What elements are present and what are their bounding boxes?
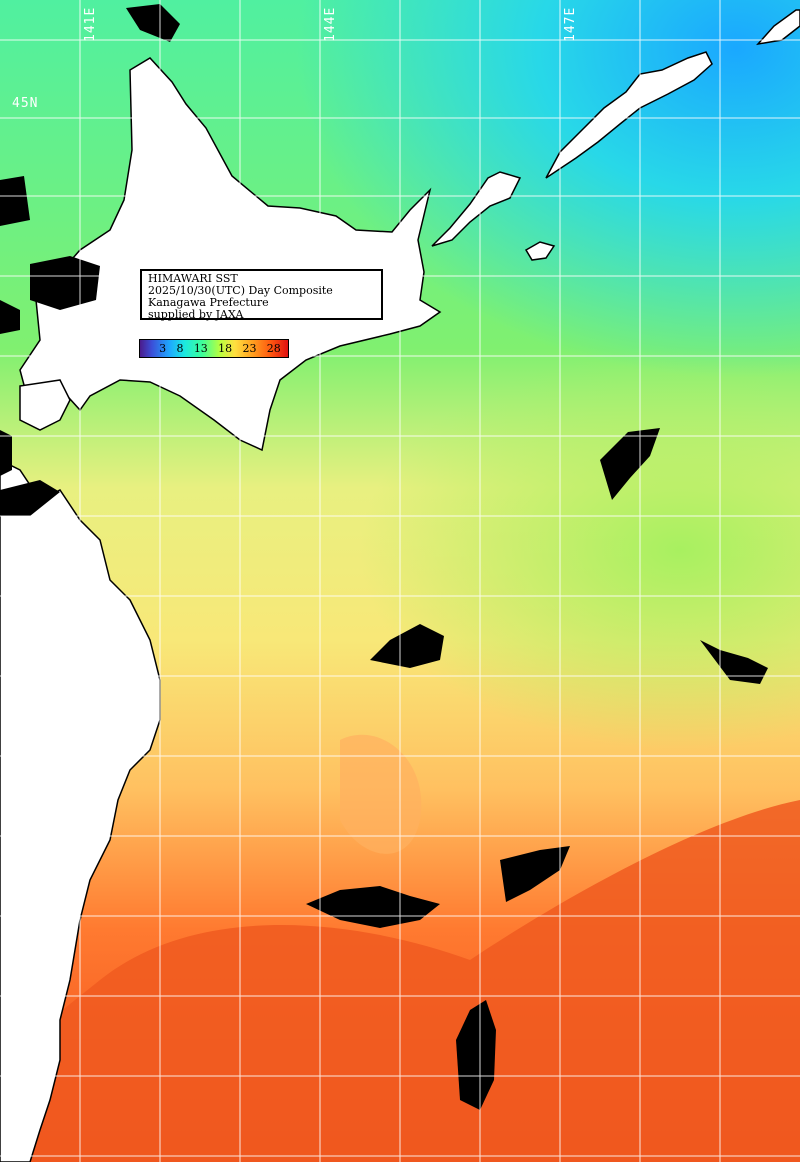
hokkaido-land xyxy=(19,57,442,452)
cloud-masks xyxy=(0,4,768,1110)
scale-tick: 8 xyxy=(176,342,184,355)
scale-tick: 23 xyxy=(242,342,257,355)
info-title: HIMAWARI SST xyxy=(148,272,238,285)
temperature-color-scale: 3 8 13 18 23 28 xyxy=(139,339,289,358)
info-source: supplied by JAXA xyxy=(148,308,244,321)
lon-label-147e: 147E xyxy=(563,6,578,42)
shikotan-island xyxy=(524,241,556,261)
lon-label-144e: 144E xyxy=(323,6,338,42)
etorofu-island xyxy=(545,51,713,179)
info-prefecture: Kanagawa Prefecture xyxy=(148,296,269,309)
lon-label-141e: 141E xyxy=(83,6,98,42)
oshima-peninsula xyxy=(19,379,71,431)
lat-label-45n: 45N xyxy=(12,96,39,111)
warm-eddy xyxy=(340,734,422,854)
info-date: 2025/10/30(UTC) Day Composite xyxy=(148,284,333,297)
scale-tick: 28 xyxy=(266,342,281,355)
scale-tick: 13 xyxy=(193,342,208,355)
map-info-box: HIMAWARI SST 2025/10/30(UTC) Day Composi… xyxy=(140,269,383,321)
scale-tick: 3 xyxy=(159,342,167,355)
kunashiri-island xyxy=(431,171,522,247)
scale-tick: 18 xyxy=(218,342,233,355)
